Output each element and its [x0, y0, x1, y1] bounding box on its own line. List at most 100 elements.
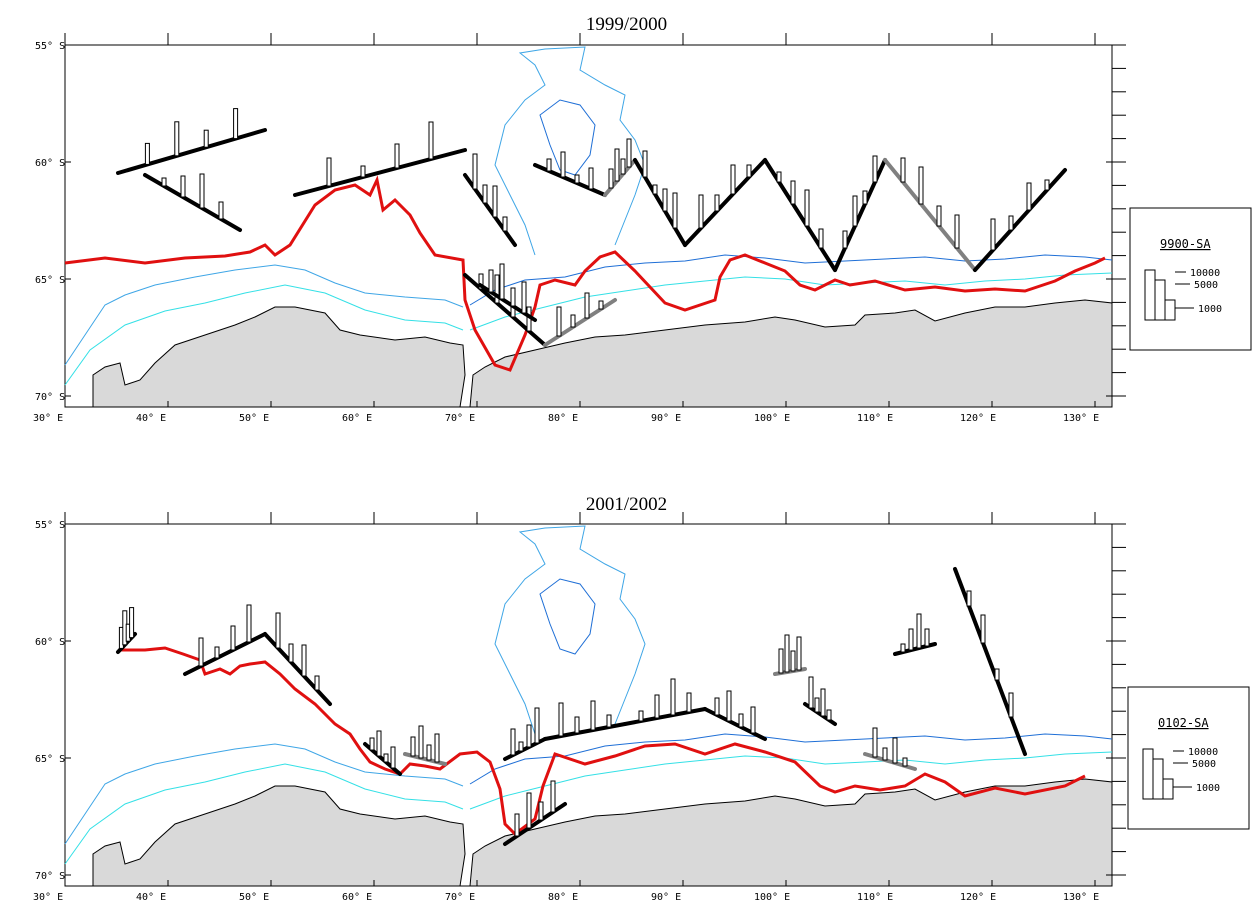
abundance-bar — [990, 218, 996, 251]
abundance-bar — [776, 171, 782, 183]
abundance-bar — [214, 646, 220, 659]
abundance-bar — [1008, 692, 1014, 718]
longitude-label: 80° E — [548, 892, 578, 903]
abundance-bar — [556, 306, 562, 337]
legend-bar — [1164, 299, 1176, 321]
abundance-bar — [538, 801, 544, 821]
panel-title-1: 1999/2000 — [585, 14, 668, 35]
abundance-bar — [852, 195, 858, 227]
legend-value: 1000 — [1196, 783, 1220, 794]
survey-track — [116, 128, 267, 175]
legend-value: 10000 — [1190, 268, 1220, 279]
abundance-bar — [233, 108, 239, 140]
abundance-bar — [488, 269, 494, 293]
abundance-bar — [383, 753, 389, 763]
abundance-bar — [626, 138, 632, 168]
legend-value: 10000 — [1188, 747, 1218, 758]
abundance-bar — [916, 613, 922, 649]
bathymetry-contour — [64, 743, 464, 845]
abundance-bar — [726, 690, 732, 722]
legend-bar — [1144, 269, 1156, 321]
abundance-bar — [218, 201, 224, 220]
longitude-label: 50° E — [239, 892, 269, 903]
abundance-bar — [560, 151, 566, 178]
latitude-label: 70° S — [35, 392, 65, 403]
ice-edge-line — [64, 175, 1106, 372]
ice-edge-line — [120, 646, 1086, 836]
abundance-bar — [180, 175, 186, 198]
longitude-label: 40° E — [136, 413, 166, 424]
bathymetry-contour — [64, 763, 464, 865]
survey-track — [143, 173, 242, 232]
survey-track — [973, 168, 1067, 272]
longitude-label: 120° E — [960, 413, 996, 424]
map-axes: 55° S 60° S 65° S 70° S 30° E 40° E 50° E 60° E… — [33, 33, 1126, 903]
abundance-bar — [908, 628, 914, 651]
longitude-label: 130° E — [1063, 892, 1099, 903]
longitude-label: 70° E — [445, 413, 475, 424]
abundance-bar — [514, 813, 520, 837]
abundance-bar — [730, 164, 736, 195]
abundance-bar — [546, 158, 552, 172]
abundance-bar — [203, 129, 209, 148]
abundance-bar — [521, 281, 527, 314]
abundance-bar — [518, 741, 524, 752]
longitude-label: 110° E — [857, 413, 893, 424]
abundance-bar — [672, 192, 678, 229]
abundance-bar — [936, 205, 942, 227]
abundance-bar — [394, 143, 400, 169]
abundance-bar — [900, 643, 906, 653]
abundance-bar — [574, 174, 580, 184]
abundance-bar — [902, 757, 908, 767]
abundance-bar — [614, 148, 620, 182]
abundance-bar — [360, 165, 366, 178]
abundance-bar — [872, 727, 878, 758]
abundance-bar — [638, 710, 644, 722]
abundance-bar — [288, 643, 294, 663]
survey-track — [183, 632, 267, 676]
abundance-bar — [900, 157, 906, 183]
abundance-bar — [994, 668, 1000, 681]
abundance-bar — [642, 150, 648, 178]
abundance-bar — [574, 716, 580, 734]
legend-bar — [1162, 778, 1174, 800]
longitude-label: 100° E — [754, 892, 790, 903]
survey-track — [543, 722, 627, 741]
abundance-bar — [820, 688, 826, 717]
abundance-bar — [842, 230, 848, 249]
abundance-bar — [526, 792, 532, 829]
latitude-label: 55° S — [35, 41, 65, 52]
abundance-bar — [954, 214, 960, 249]
legend-bar — [1142, 748, 1154, 800]
land-mass — [92, 306, 466, 408]
abundance-bar — [482, 184, 488, 204]
longitude-label: 40° E — [136, 892, 166, 903]
abundance-bar — [510, 728, 516, 756]
abundance-bar — [608, 168, 614, 189]
latitude-label: 55° S — [35, 520, 65, 531]
latitude-label: 60° S — [35, 637, 65, 648]
abundance-bar — [862, 190, 868, 205]
longitude-label: 60° E — [342, 413, 372, 424]
longitude-label: 130° E — [1063, 413, 1099, 424]
abundance-bar — [570, 314, 576, 328]
abundance-bar — [670, 678, 676, 716]
bathymetry-contour — [494, 525, 646, 735]
abundance-bar — [558, 702, 564, 737]
abundance-bar — [410, 736, 416, 757]
longitude-label: 120° E — [960, 892, 996, 903]
longitude-label: 80° E — [548, 413, 578, 424]
abundance-bar — [301, 644, 307, 677]
legend-bar — [1154, 279, 1166, 321]
abundance-bar — [390, 746, 396, 769]
abundance-bar — [472, 153, 478, 190]
abundance-bar — [790, 650, 796, 672]
abundance-bar — [818, 228, 824, 249]
abundance-bar — [778, 648, 784, 674]
abundance-bar — [499, 263, 505, 300]
longitude-label: 30° E — [33, 892, 63, 903]
legend-value: 1000 — [1198, 304, 1222, 315]
abundance-bar — [714, 697, 720, 716]
abundance-bar — [654, 694, 660, 719]
